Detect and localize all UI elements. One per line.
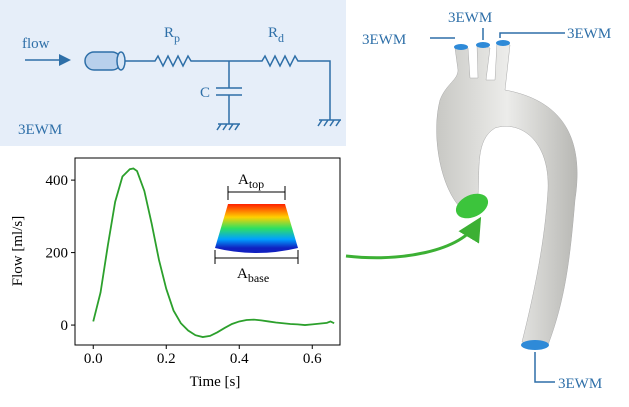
aorta (436, 40, 578, 350)
a-base-sub: base (248, 271, 269, 285)
a-top-main: A (238, 172, 249, 188)
outlet-leaders (430, 28, 565, 383)
model-label: 3EWM (18, 122, 62, 138)
outlet-cap (496, 40, 510, 46)
circuit (84, 51, 341, 131)
inlet-shape (214, 186, 299, 264)
rp-sub: p (174, 31, 180, 45)
x-tick-label: 0.4 (230, 351, 249, 367)
x-tick-label: 0.6 (303, 351, 322, 367)
y-tick-label: 0 (61, 318, 69, 334)
x-axis-label: Time [s] (190, 374, 241, 390)
y-tick-label: 400 (46, 173, 69, 189)
rp-main: R (164, 25, 174, 41)
flow-chart: 0.0 0.2 0.4 0.6 0 200 400 (46, 157, 341, 367)
outlet-cap (454, 44, 468, 50)
a-base-label: Abase (237, 266, 269, 285)
outlet-label: 3EWM (558, 376, 602, 392)
rd-main: R (268, 25, 278, 41)
flow-label: flow (22, 36, 50, 52)
plot-frame (74, 157, 341, 346)
a-base-main: A (237, 266, 248, 282)
y-tick-label: 200 (46, 246, 69, 262)
rd-label: Rd (268, 25, 284, 45)
y-axis-label: Flow [ml/s] (10, 216, 26, 286)
outlet-label: 3EWM (362, 32, 406, 48)
a-top-label: Atop (238, 172, 264, 191)
rp-label: Rp (164, 25, 180, 45)
rd-sub: d (278, 31, 284, 45)
outlet-label: 3EWM (448, 10, 492, 26)
outlet-cap (476, 42, 490, 48)
outlet-cap (521, 340, 549, 350)
x-tick-label: 0.2 (157, 351, 176, 367)
inlet (455, 193, 489, 219)
c-label: C (200, 85, 210, 101)
x-tick-label: 0.0 (84, 351, 103, 367)
link-arrow (345, 216, 482, 260)
flow-line (92, 167, 335, 338)
outlet-label: 3EWM (567, 26, 611, 42)
circuit-panel (0, 0, 346, 146)
a-top-sub: top (249, 177, 264, 191)
